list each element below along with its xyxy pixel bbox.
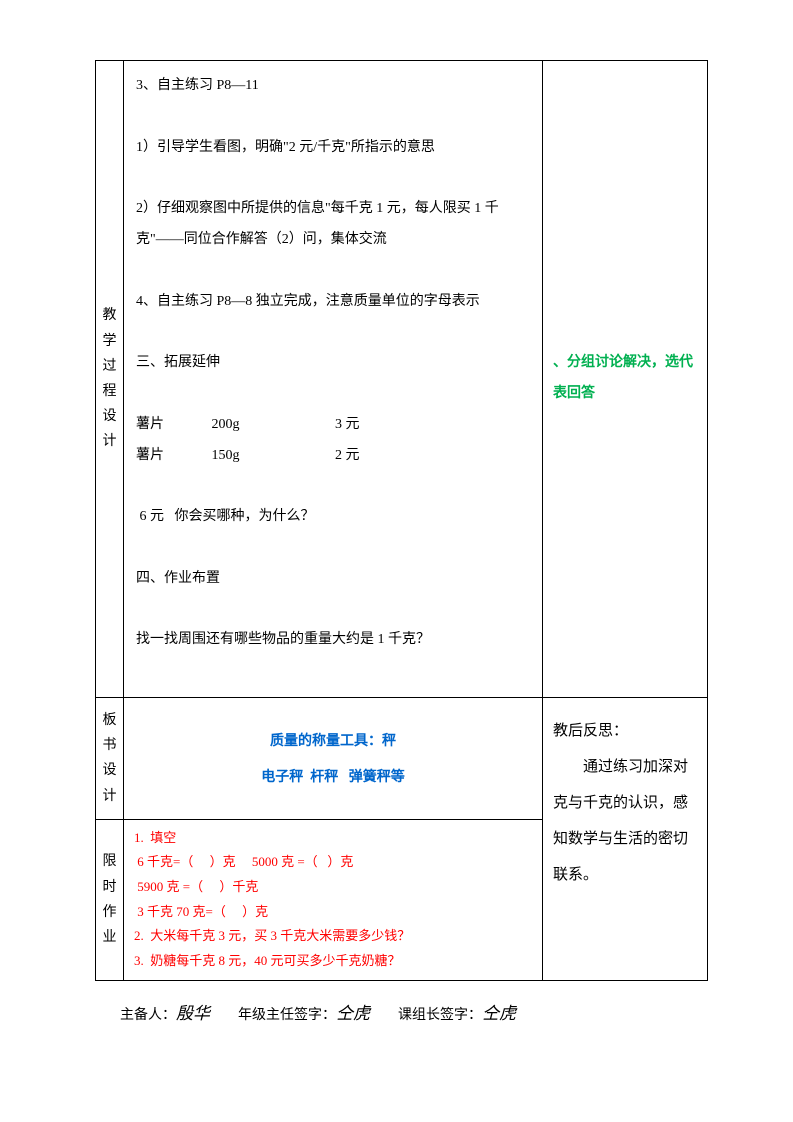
- price-row-1: 薯片 200g 3 元: [136, 410, 530, 441]
- preparer-label: 主备人：: [120, 1008, 176, 1023]
- price1-weight: 200g: [212, 410, 332, 441]
- grade-label: 年级主任签字：: [238, 1008, 336, 1023]
- reflection-body: 通过练习加深对克与千克的认识，感知数学与生活的密切联系。: [553, 749, 697, 893]
- green-note: 、分组讨论解决，选代表回答: [553, 348, 697, 410]
- tp-line7: 四、作业布置: [136, 564, 530, 595]
- hw-line5: 2. 大米每千克 3 元，买 3 千克大米需要多少钱？: [134, 924, 532, 949]
- homework-label: 限时作业: [96, 819, 124, 980]
- hw-line3: 5900 克 =（ ）千克: [134, 875, 532, 900]
- tp-line1: 3、自主练习 P8—11: [136, 71, 530, 102]
- hw-line4: 3 千克 70 克=（ ）克: [134, 900, 532, 925]
- price1-price: 3 元: [335, 410, 407, 441]
- teaching-process-row: 教学过程设计 3、自主练习 P8—11 1）引导学生看图，明确"2 元/千克"所…: [96, 61, 708, 698]
- tp-line8: 找一找周围还有哪些物品的重量大约是 1 千克？: [136, 625, 530, 656]
- bb-line1: 质量的称量工具：秤: [134, 730, 532, 750]
- grade-name: 仝虎: [336, 1004, 370, 1023]
- price1-name: 薯片: [136, 410, 208, 441]
- hw-line2: 6 千克=（ ）克 5000 克 =（ ）克: [134, 850, 532, 875]
- footer: 主备人：殷华 年级主任签字：仝虎 课组长签字：仝虎: [95, 999, 708, 1024]
- reflection-title: 教后反思：: [553, 713, 697, 749]
- hw-line1: 1. 填空: [134, 826, 532, 851]
- blackboard-row: 板书设计 质量的称量工具：秤 电子秤 杆秤 弹簧秤等 教后反思： 通过练习加深对…: [96, 697, 708, 819]
- bb-line2: 电子秤 杆秤 弹簧秤等: [134, 766, 532, 786]
- tp-line6: 6 元 你会买哪种，为什么？: [136, 502, 530, 533]
- tp-line5: 三、拓展延伸: [136, 348, 530, 379]
- tp-line2: 1）引导学生看图，明确"2 元/千克"所指示的意思: [136, 133, 530, 164]
- price2-weight: 150g: [212, 441, 332, 472]
- teaching-process-label: 教学过程设计: [96, 61, 124, 698]
- price-row-2: 薯片 150g 2 元: [136, 441, 530, 472]
- lesson-plan-table: 教学过程设计 3、自主练习 P8—11 1）引导学生看图，明确"2 元/千克"所…: [95, 60, 708, 981]
- price2-name: 薯片: [136, 441, 208, 472]
- price2-price: 2 元: [335, 441, 407, 472]
- blackboard-content: 质量的称量工具：秤 电子秤 杆秤 弹簧秤等: [124, 697, 543, 819]
- tp-line4: 4、自主练习 P8—8 独立完成，注意质量单位的字母表示: [136, 287, 530, 318]
- preparer-name: 殷华: [176, 1004, 210, 1023]
- reflection-cell: 教后反思： 通过练习加深对克与千克的认识，感知数学与生活的密切联系。: [543, 697, 708, 980]
- group-label: 课组长签字：: [398, 1008, 482, 1023]
- group-name: 仝虎: [482, 1004, 516, 1023]
- hw-line6: 3. 奶糖每千克 8 元，40 元可买多少千克奶糖？: [134, 949, 532, 974]
- blackboard-label: 板书设计: [96, 697, 124, 819]
- tp-line3: 2）仔细观察图中所提供的信息"每千克 1 元，每人限买 1 千克"——同位合作解…: [136, 194, 530, 256]
- homework-content: 1. 填空 6 千克=（ ）克 5000 克 =（ ）克 5900 克 =（ ）…: [124, 819, 543, 980]
- teaching-process-note: 、分组讨论解决，选代表回答: [543, 61, 708, 698]
- teaching-process-content: 3、自主练习 P8—11 1）引导学生看图，明确"2 元/千克"所指示的意思 2…: [124, 61, 543, 698]
